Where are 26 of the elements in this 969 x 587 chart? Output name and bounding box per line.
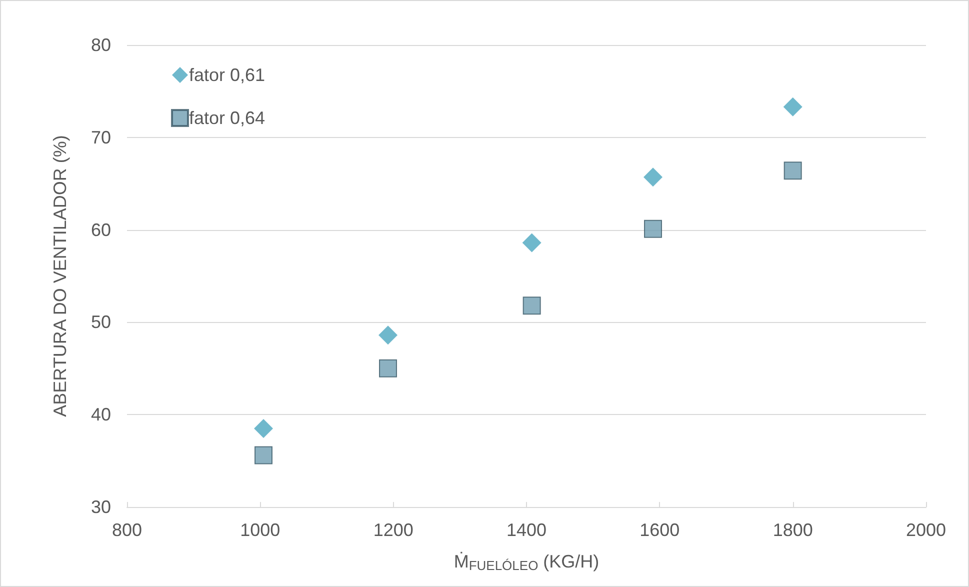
y-tick-label: 40 [90,404,111,425]
legend-label: fator 0,61 [189,65,266,85]
point [254,418,273,438]
point [379,359,398,378]
y-axis-title: ABERTURA DO VENTILADOR (%) [50,135,70,417]
y-tick-label: 80 [90,35,111,55]
point [254,446,272,464]
y-tick-label: 60 [90,220,111,240]
legend-label: fator 0,64 [189,108,266,128]
x-tick-label: 1600 [640,520,680,540]
y-tick-label: 50 [90,312,111,332]
point [644,220,662,238]
point [522,233,542,252]
y-tick-label: 70 [90,127,111,148]
x-tick-label: 1000 [240,520,280,540]
x-tick-label: 800 [112,520,142,540]
point [644,168,663,187]
x-tick-label: 1200 [373,520,414,540]
point [378,326,398,345]
x-tick-label: 2000 [906,520,946,540]
point [522,296,541,315]
point [783,97,802,116]
x-tick-label: 1800 [772,520,813,540]
point [784,162,802,180]
y-tick-label: 30 [90,497,111,517]
x-tick-label: 1400 [506,520,547,540]
